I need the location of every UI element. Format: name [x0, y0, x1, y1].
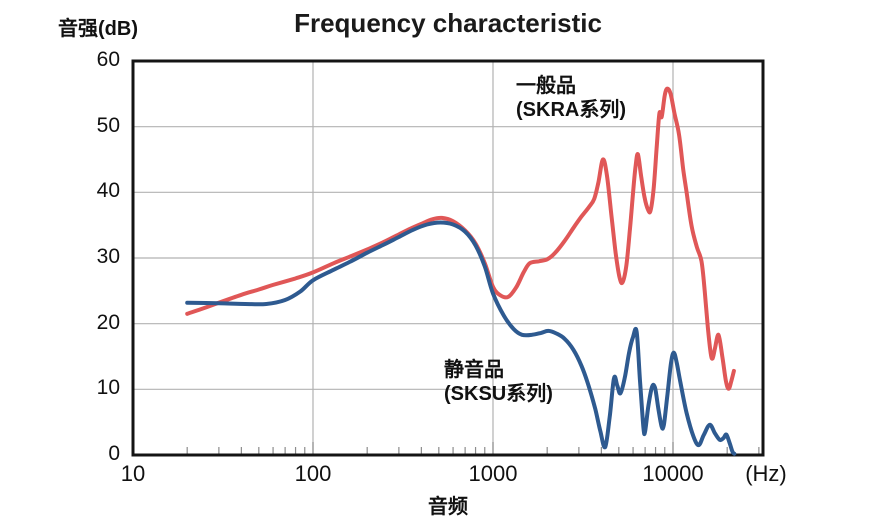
x-axis-title: 音频	[428, 496, 468, 518]
x-tick-label-10: 10	[120, 461, 146, 486]
x-tick-label-10000: 10000	[642, 461, 704, 486]
y-tick-label-0: 0	[108, 442, 120, 465]
series-label-silent-series: (SKSU系列)	[444, 383, 553, 405]
series-label-general-name: 一般品	[516, 75, 576, 97]
y-tick-label-50: 50	[96, 113, 120, 137]
y-tick-label-20: 20	[96, 310, 120, 334]
plot-border	[131, 59, 765, 457]
series-label-general-series: (SKRA系列)	[516, 99, 626, 121]
x-tick-label-1000: 1000	[468, 461, 518, 486]
series-line-general	[185, 86, 736, 391]
x-axis-unit-label: (Hz)	[745, 461, 787, 486]
y-tick-label-30: 30	[96, 245, 120, 268]
x-tick-label-100: 100	[294, 461, 332, 486]
series-label-silent-name: 静音品	[444, 359, 504, 381]
series-label-general: 一般品 (SKRA系列)	[516, 74, 626, 122]
series-label-silent: 静音品 (SKSU系列)	[444, 358, 553, 406]
chart-title: Frequency characteristic	[294, 8, 602, 38]
y-tick-label-60: 60	[96, 48, 120, 71]
y-tick-label-40: 40	[96, 179, 120, 203]
y-axis-title: 音强(dB)	[58, 18, 138, 40]
y-tick-label-10: 10	[96, 376, 120, 400]
series-line-silent	[185, 220, 737, 456]
